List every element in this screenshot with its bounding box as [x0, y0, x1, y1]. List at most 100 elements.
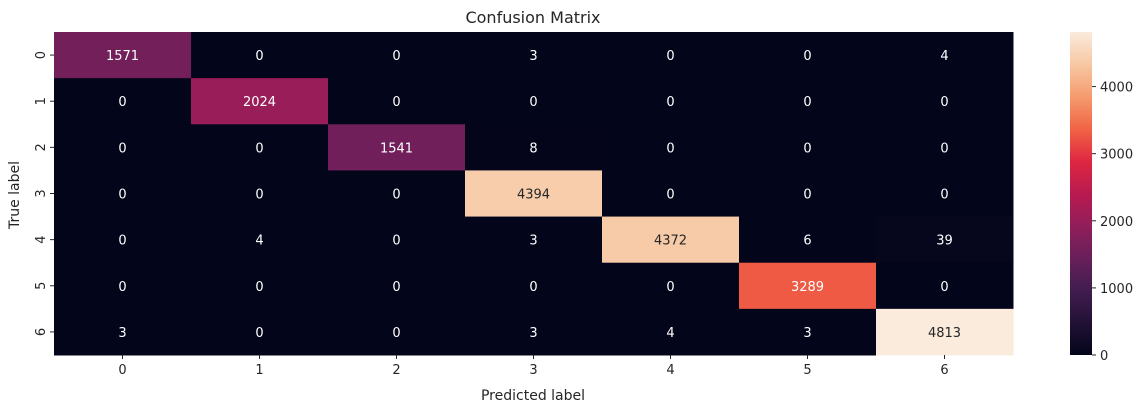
x-axis-label: Predicted label [481, 388, 585, 404]
cell-value-2-6: 0 [940, 141, 948, 156]
heatmap-cell-3-1 [191, 170, 329, 218]
heatmap-cell-1-5 [739, 78, 877, 125]
heatmap-cell-6-3 [465, 308, 603, 356]
cell-value-1-4: 0 [666, 95, 674, 110]
heatmap-cell-6-0 [54, 308, 192, 356]
cell-value-2-1: 0 [255, 141, 263, 156]
cell-value-3-2: 0 [392, 188, 400, 203]
heatmap-cell-2-5 [739, 124, 877, 171]
heatmap-cell-6-2 [328, 308, 466, 356]
cell-value-5-1: 0 [255, 280, 263, 295]
cell-value-0-4: 0 [666, 49, 674, 64]
heatmap-cell-0-1 [191, 32, 329, 79]
heatmap-cell-4-6 [876, 216, 1014, 264]
y-tick-label: 5 [34, 282, 49, 290]
cell-value-5-5: 3289 [791, 280, 824, 295]
cell-value-1-2: 0 [392, 95, 400, 110]
cell-value-3-5: 0 [803, 188, 811, 203]
heatmap-cell-6-6 [876, 308, 1014, 356]
heatmap-cell-3-5 [739, 170, 877, 218]
heatmap-cell-5-1 [191, 262, 329, 310]
heatmap-cell-1-0 [54, 78, 192, 125]
heatmap-cell-2-2 [328, 124, 466, 171]
heatmap-cell-0-5 [739, 32, 877, 79]
heatmap-cell-2-0 [54, 124, 192, 171]
cell-value-4-1: 4 [255, 234, 263, 249]
cell-value-3-1: 0 [255, 188, 263, 203]
x-tick-label: 2 [392, 363, 400, 378]
heatmap-cell-5-2 [328, 262, 466, 310]
cell-value-0-5: 0 [803, 49, 811, 64]
cell-value-3-0: 0 [118, 188, 126, 203]
cell-value-5-0: 0 [118, 280, 126, 295]
cell-value-2-4: 0 [666, 141, 674, 156]
colorbar-gradient [1070, 32, 1092, 355]
x-tick-label: 3 [529, 363, 537, 378]
cell-value-6-2: 0 [392, 326, 400, 341]
cell-value-0-3: 3 [529, 49, 537, 64]
cell-value-4-0: 0 [118, 234, 126, 249]
x-tick-label: 5 [803, 363, 811, 378]
heatmap-cell-3-4 [602, 170, 740, 218]
cell-value-0-2: 0 [392, 49, 400, 64]
heatmap-cell-1-3 [465, 78, 603, 125]
heatmap-cell-3-3 [465, 170, 603, 218]
y-tick-label: 1 [34, 97, 49, 105]
colorbar-tick-label: 4000 [1100, 81, 1133, 96]
heatmap-cell-0-4 [602, 32, 740, 79]
cell-value-2-2: 1541 [380, 141, 413, 156]
heatmap-cell-5-3 [465, 262, 603, 310]
heatmap-cell-4-5 [739, 216, 877, 264]
cell-value-5-4: 0 [666, 280, 674, 295]
heatmap-cell-4-2 [328, 216, 466, 264]
x-axis-ticks: 0 1 2 3 4 5 6 [118, 355, 949, 378]
cell-value-5-6: 0 [940, 280, 948, 295]
cell-value-6-4: 4 [666, 326, 674, 341]
cell-value-4-5: 6 [803, 234, 811, 249]
y-axis-ticks: 0 1 2 3 4 5 6 [34, 51, 54, 336]
heatmap-cell-1-1 [191, 78, 329, 125]
cell-value-5-2: 0 [392, 280, 400, 295]
heatmap-cell-6-5 [739, 308, 877, 356]
y-tick-label: 6 [34, 328, 49, 336]
heatmap-cell-5-5 [739, 262, 877, 310]
cell-value-3-6: 0 [940, 188, 948, 203]
cell-value-2-0: 0 [118, 141, 126, 156]
heatmap-cell-4-1 [191, 216, 329, 264]
y-tick-label: 3 [34, 189, 49, 197]
heatmap-cell-2-1 [191, 124, 329, 171]
heatmap-cell-2-4 [602, 124, 740, 171]
cell-value-0-0: 1571 [106, 49, 139, 64]
cell-value-5-3: 0 [529, 280, 537, 295]
y-axis-label: True label [7, 161, 23, 230]
cell-value-6-1: 0 [255, 326, 263, 341]
heatmap-cell-2-3 [465, 124, 603, 171]
cell-value-0-6: 4 [940, 49, 948, 64]
heatmap-cell-0-2 [328, 32, 466, 79]
cell-value-1-3: 0 [529, 95, 537, 110]
cell-value-6-6: 4813 [928, 326, 961, 341]
cell-value-1-0: 0 [118, 95, 126, 110]
cell-value-2-3: 8 [529, 141, 537, 156]
heatmap-cell-5-4 [602, 262, 740, 310]
heatmap-cell-6-4 [602, 308, 740, 356]
cell-value-1-1: 2024 [243, 95, 276, 110]
heatmap-cell-3-6 [876, 170, 1014, 218]
y-tick-label: 4 [34, 236, 49, 244]
heatmap-cell-1-4 [602, 78, 740, 125]
cell-value-6-3: 3 [529, 326, 537, 341]
heatmap-cell-0-3 [465, 32, 603, 79]
heatmap-cells: 1571 0 0 3 0 0 4 0 2024 0 0 0 0 0 0 0 1541 8 0 0 0 0 0 0 4 39 4 0 0 0… [54, 32, 1014, 356]
heatmap-cell-0-0 [54, 32, 192, 79]
heatmap-cell-1-2 [328, 78, 466, 125]
colorbar: 0 1000 2000 3000 4000 [1070, 32, 1133, 364]
cell-value-1-6: 0 [940, 95, 948, 110]
x-tick-label: 6 [940, 363, 948, 378]
colorbar-tick-label: 1000 [1100, 282, 1133, 297]
heatmap-cell-3-0 [54, 170, 192, 218]
cell-value-4-6: 39 [936, 234, 953, 249]
heatmap-cell-5-6 [876, 262, 1014, 310]
x-tick-label: 0 [118, 363, 126, 378]
chart-title: Confusion Matrix [465, 8, 600, 27]
cell-value-4-2: 0 [392, 234, 400, 249]
